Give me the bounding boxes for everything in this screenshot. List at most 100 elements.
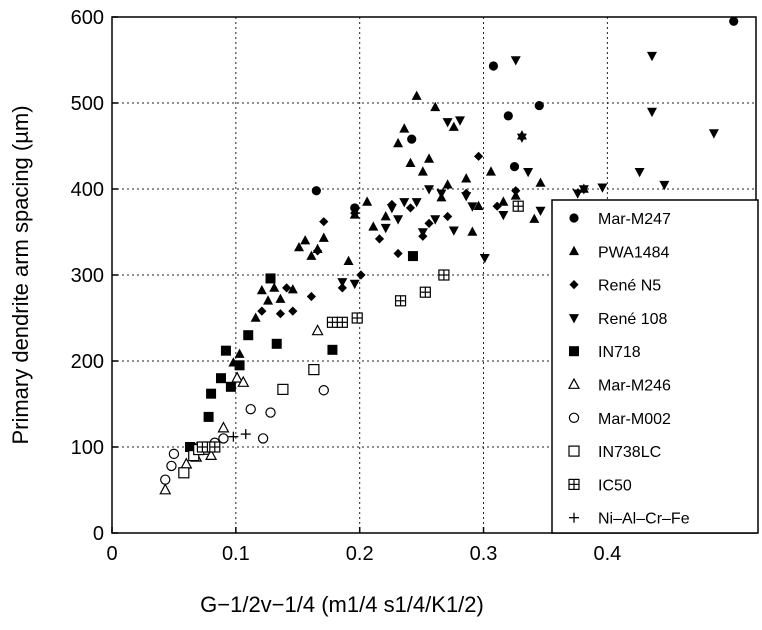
data-point-2-6 <box>319 217 329 227</box>
data-point-2-0 <box>257 306 267 316</box>
data-point-8-5 <box>394 295 407 307</box>
data-point-1-2 <box>250 312 261 322</box>
data-point-3-18 <box>510 56 521 66</box>
data-point-5-0 <box>159 483 172 495</box>
data-point-3-29 <box>708 129 719 139</box>
data-point-4-5 <box>225 381 236 392</box>
legend-marker-1 <box>569 245 579 256</box>
legend-item-3: René 108 <box>569 311 667 328</box>
data-point-4-0 <box>185 442 196 452</box>
data-point-2-10 <box>374 234 385 244</box>
data-point-4-7 <box>243 330 254 341</box>
data-point-3-25 <box>634 168 645 178</box>
data-point-1-24 <box>430 101 441 112</box>
data-point-1-17 <box>380 211 391 221</box>
data-point-6-7 <box>257 433 269 444</box>
data-point-4-11 <box>407 251 418 262</box>
data-point-6-0 <box>160 474 171 485</box>
data-point-2-12 <box>393 248 403 259</box>
data-point-1-1 <box>234 348 245 358</box>
data-point-2-13 <box>405 203 416 213</box>
data-point-3-16 <box>479 254 490 264</box>
legend-label-3: René 108 <box>598 311 667 328</box>
data-point-3-20 <box>523 168 534 178</box>
data-point-1-12 <box>318 232 329 242</box>
legend-item-8: IC50 <box>568 477 632 494</box>
data-point-1-31 <box>485 166 496 176</box>
data-point-8-0 <box>196 441 209 453</box>
data-point-8-2 <box>326 316 339 328</box>
legend-marker-2 <box>569 280 579 290</box>
legend-item-4: IN718 <box>569 344 641 361</box>
data-point-3-6 <box>411 198 422 208</box>
data-point-1-26 <box>442 179 453 189</box>
data-point-8-6 <box>419 286 431 298</box>
data-point-1-29 <box>467 226 478 236</box>
data-points <box>159 16 739 495</box>
data-point-8-1 <box>209 441 221 453</box>
data-point-1-27 <box>448 121 459 131</box>
data-point-6-8 <box>265 407 276 418</box>
data-point-5-4 <box>205 448 218 460</box>
legend-label-0: Mar-M247 <box>598 211 671 228</box>
data-point-1-32 <box>498 196 509 206</box>
data-point-3-26 <box>646 51 657 62</box>
legend-label-5: Mar-M246 <box>598 378 671 395</box>
data-point-2-3 <box>288 306 298 316</box>
legend-marker-9 <box>569 512 579 523</box>
data-point-4-2 <box>206 388 217 399</box>
legend-item-9: Ni–Al–Cr–Fe <box>569 511 690 528</box>
data-point-7-4 <box>277 383 289 395</box>
legend-items: Mar-M247 PWA1484 René N5 René 108 IN718 Mar-M… <box>567 211 690 528</box>
data-point-2-9 <box>356 270 366 280</box>
data-point-3-4 <box>393 215 404 225</box>
data-point-2-1 <box>275 309 286 319</box>
data-point-0-7 <box>729 16 739 26</box>
data-point-3-22 <box>572 189 583 199</box>
y-tick-label-5: 500 <box>71 93 104 115</box>
data-point-1-30 <box>473 200 484 210</box>
data-point-3-13 <box>455 116 466 126</box>
data-point-2-7 <box>337 283 347 293</box>
data-point-1-16 <box>368 221 379 231</box>
legend-label-7: IN738LC <box>598 444 661 461</box>
data-point-3-2 <box>380 223 391 234</box>
data-point-6-9 <box>318 385 329 396</box>
data-point-6-5 <box>218 433 229 444</box>
data-point-3-7 <box>417 228 428 238</box>
x-tick-label-0: 0 <box>106 543 117 565</box>
data-point-1-36 <box>535 177 546 187</box>
data-point-9-0 <box>228 431 239 442</box>
y-axis-title: Primary dendrite arm spacing (µm) <box>8 105 33 444</box>
data-point-6-2 <box>168 448 180 460</box>
legend-marker-7 <box>568 445 580 457</box>
data-point-2-5 <box>312 246 323 256</box>
y-tick-label-2: 200 <box>71 351 104 373</box>
data-point-1-28 <box>461 173 472 183</box>
data-point-1-19 <box>399 123 410 133</box>
data-point-1-10 <box>306 250 317 260</box>
x-tick-label-1: 0.1 <box>222 543 250 565</box>
legend-item-5: Mar-M246 <box>567 377 671 395</box>
data-point-2-4 <box>306 291 316 302</box>
data-point-8-4 <box>351 312 363 324</box>
legend-marker-5 <box>567 377 581 389</box>
legend-marker-6 <box>568 412 580 423</box>
data-point-1-15 <box>362 196 373 206</box>
data-point-3-11 <box>442 118 453 128</box>
data-point-1-20 <box>405 157 416 167</box>
data-point-1-7 <box>287 284 298 294</box>
data-point-1-4 <box>263 295 274 305</box>
data-point-0-6 <box>534 100 544 111</box>
data-point-0-1 <box>350 203 360 213</box>
data-point-0-5 <box>509 162 520 172</box>
data-point-3-10 <box>436 189 447 199</box>
data-point-3-19 <box>516 133 527 143</box>
data-point-2-2 <box>282 283 292 293</box>
data-point-3-14 <box>461 192 472 202</box>
data-point-3-8 <box>424 185 435 195</box>
data-point-1-6 <box>275 293 286 303</box>
data-point-3-23 <box>578 185 589 195</box>
data-point-8-3 <box>336 316 348 328</box>
data-point-5-8 <box>311 324 324 336</box>
